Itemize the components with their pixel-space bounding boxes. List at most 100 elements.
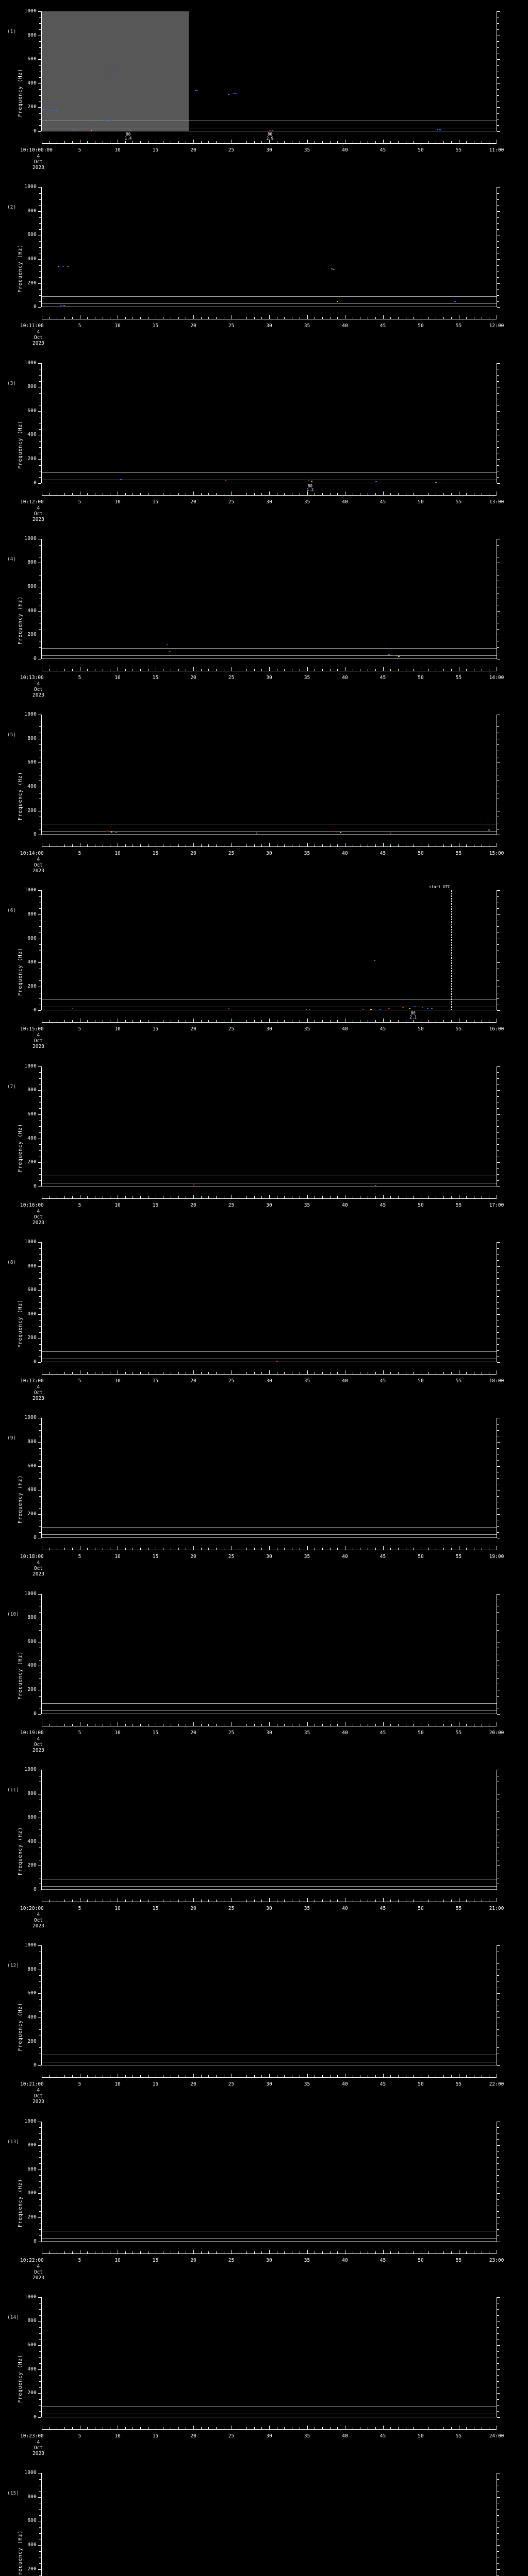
- time-tick-label: 30: [266, 2433, 272, 2439]
- time-tick-minor: [466, 2427, 467, 2429]
- y-tick-minor: [39, 2363, 41, 2364]
- y-tick-label: 200: [27, 2038, 37, 2044]
- y-tick-minor: [39, 1999, 41, 2001]
- time-tick-minor: [64, 1548, 65, 1550]
- y-tick-minor: [39, 1308, 41, 1309]
- y-tick-label: 1000: [24, 184, 37, 190]
- time-tick-minor: [216, 1723, 217, 1726]
- data-mark: [63, 304, 65, 306]
- data-mark: [227, 93, 229, 95]
- time-tick-label: 10: [114, 1202, 121, 1208]
- y-tick-minor: [39, 101, 41, 102]
- y-tick-minor: [39, 295, 41, 296]
- time-tick-minor: [451, 2251, 452, 2253]
- y-tick-major: [38, 259, 41, 260]
- time-tick-label: 55: [455, 851, 462, 857]
- y-axis-left-spine: [41, 187, 42, 308]
- y-tick-minor: [39, 23, 41, 24]
- time-tick-minor: [322, 1899, 323, 1902]
- time-tick-minor: [125, 1020, 126, 1023]
- y-tick-label: 600: [27, 2342, 37, 2348]
- date-stack-label: 4 Oct 2023: [32, 329, 44, 347]
- y-tick-minor-right: [497, 896, 499, 897]
- time-tick-label: 15: [152, 147, 159, 153]
- plot-inner: [42, 1770, 497, 1890]
- data-mark: [106, 831, 108, 832]
- time-tick-label: 20: [190, 2257, 196, 2263]
- y-tick-minor-right: [497, 95, 499, 96]
- y-tick-minor-right: [497, 1248, 499, 1249]
- y-tick-major-right: [497, 2193, 500, 2194]
- y-tick-minor-right: [497, 2405, 499, 2406]
- y-tick-major: [38, 1162, 41, 1163]
- time-tick-minor: [72, 844, 73, 847]
- y-tick-major-right: [497, 2369, 500, 2370]
- data-mark: [195, 89, 197, 91]
- time-tick-label: 10:15:00: [20, 1026, 44, 1032]
- y-tick-minor: [39, 1180, 41, 1181]
- y-tick-label: 600: [27, 1990, 37, 1996]
- y-tick-major-right: [497, 211, 500, 212]
- y-tick-label: 200: [27, 2566, 37, 2572]
- time-tick-minor: [261, 493, 262, 495]
- time-tick-label: 50: [418, 1026, 424, 1032]
- y-tick-minor-right: [497, 271, 499, 272]
- y-tick-label: 800: [27, 1790, 37, 1797]
- y-tick-minor-right: [497, 980, 499, 981]
- date-stack-label: 4 Oct 2023: [32, 2263, 44, 2281]
- time-tick-label: 45: [380, 2081, 386, 2088]
- data-gap-region: [42, 11, 189, 131]
- y-tick-minor-right: [497, 265, 499, 266]
- y-tick-major: [38, 2545, 41, 2546]
- time-tick-minor: [284, 1196, 285, 1198]
- y-tick-minor-right: [497, 125, 499, 126]
- y-tick-major: [38, 1442, 41, 1443]
- time-tick-minor: [413, 141, 414, 143]
- time-tick-label: 45: [380, 1554, 386, 1560]
- time-tick-minor: [201, 1020, 202, 1023]
- y-tick-minor-right: [497, 1308, 499, 1309]
- time-tick-minor: [178, 2251, 179, 2253]
- y-tick-minor: [39, 2333, 41, 2334]
- y-tick-minor-right: [497, 1526, 499, 1527]
- time-tick-minor: [208, 2251, 209, 2253]
- time-tick-minor: [64, 493, 65, 495]
- time-tick-minor: [284, 493, 285, 495]
- time-tick-minor: [322, 1196, 323, 1198]
- time-tick-minor: [72, 1196, 73, 1198]
- y-tick-label: 1000: [24, 2294, 37, 2300]
- data-mark: [92, 130, 94, 131]
- time-tick-minor: [428, 317, 429, 319]
- time-tick-label: 10:18:00: [20, 1554, 44, 1560]
- data-mark: [269, 130, 271, 131]
- time-tick-minor: [451, 141, 452, 143]
- time-tick-label: 21:00: [489, 1905, 504, 1911]
- y-tick-minor-right: [497, 2139, 499, 2140]
- time-tick-label: 10:13:00: [20, 674, 44, 681]
- y-tick-major-right: [497, 2497, 500, 2498]
- y-tick-minor: [39, 65, 41, 66]
- time-tick-minor: [413, 317, 414, 319]
- time-tick-label: 23:00: [489, 2257, 504, 2263]
- y-tick-minor: [39, 1496, 41, 1497]
- y-tick-minor-right: [497, 1332, 499, 1333]
- y-tick-minor: [39, 2327, 41, 2328]
- time-tick-label: 50: [418, 851, 424, 857]
- y-tick-minor-right: [497, 277, 499, 278]
- time-tick-minor: [428, 1548, 429, 1550]
- time-tick-minor: [140, 1196, 141, 1198]
- time-tick-minor: [140, 141, 141, 143]
- y-tick-minor: [39, 89, 41, 90]
- reference-line-90hz: [42, 999, 497, 1001]
- time-axis-line: [42, 495, 497, 496]
- time-tick-label: 20: [190, 674, 196, 681]
- data-mark: [90, 130, 92, 131]
- date-stack-label: 4 Oct 2023: [32, 1911, 44, 1929]
- time-tick-label: 15: [152, 499, 159, 505]
- time-tick-minor: [261, 1372, 262, 1375]
- y-tick-minor-right: [497, 1326, 499, 1327]
- time-tick-label: 25: [228, 1202, 235, 1208]
- time-tick-label: 30: [266, 2081, 272, 2088]
- reference-line-90hz: [42, 1527, 497, 1528]
- y-tick-minor: [39, 1696, 41, 1697]
